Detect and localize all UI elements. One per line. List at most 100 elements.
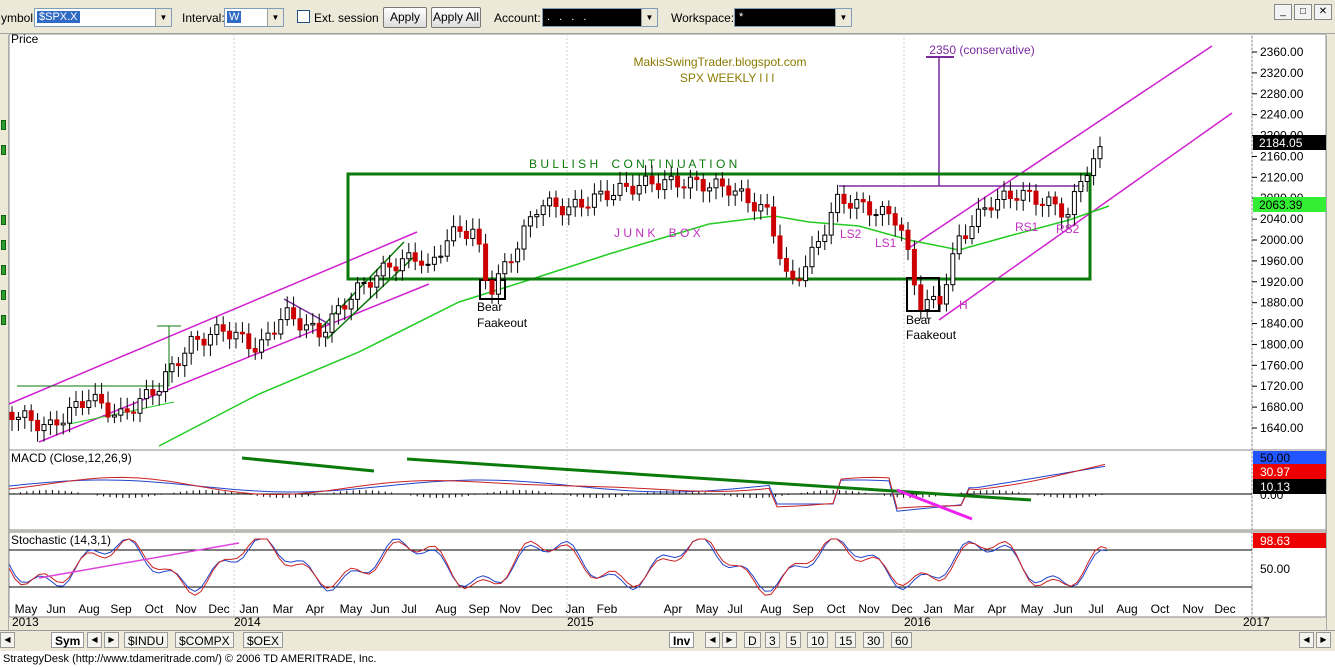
price-tick-label: 2000.00 <box>1260 233 1304 247</box>
candle-body <box>828 212 834 236</box>
close-icon[interactable]: ✕ <box>1314 4 1332 20</box>
candle-body <box>502 261 508 275</box>
month-label: Jun <box>1053 602 1072 616</box>
year-label: 2014 <box>234 615 261 629</box>
candle-body <box>137 398 143 414</box>
tab-compx[interactable]: $COMPX <box>175 632 234 648</box>
candle-body <box>687 176 693 189</box>
tool-marker-icon[interactable] <box>1 265 6 275</box>
period-3[interactable]: 3 <box>765 632 780 648</box>
month-label: Oct <box>1151 602 1170 616</box>
chevron-down-icon[interactable]: ▼ <box>155 9 171 26</box>
candle-body <box>713 178 719 189</box>
candle-body <box>815 241 821 248</box>
fakeout-box <box>906 277 940 312</box>
candle-body <box>188 335 194 354</box>
vertical-gridlines <box>233 34 1253 617</box>
right-scroll-strip[interactable] <box>1326 35 1335 631</box>
candle-body <box>867 201 873 216</box>
bear-fakeout-1-line2: Faakeout <box>477 316 528 330</box>
bear-fakeout-2-line2: Faakeout <box>906 328 957 342</box>
price-tick-label: 1840.00 <box>1260 317 1304 331</box>
apply-button[interactable]: Apply <box>383 7 427 28</box>
ma-price-badge <box>1253 197 1326 212</box>
candle-body <box>1014 198 1020 201</box>
candle-body <box>854 199 860 209</box>
period-60[interactable]: 60 <box>891 632 913 648</box>
price-tick-label: 1760.00 <box>1260 358 1304 372</box>
tool-marker-icon[interactable] <box>1 240 6 250</box>
candle-body <box>547 197 553 207</box>
candle-body <box>470 228 476 239</box>
candle-body <box>131 411 137 414</box>
ma-price-text: 2063.39 <box>1259 198 1303 212</box>
candle-body <box>860 199 866 203</box>
tool-marker-icon[interactable] <box>1 290 6 300</box>
period-30[interactable]: 30 <box>863 632 885 648</box>
price-tick-label: 1720.00 <box>1260 379 1304 393</box>
candle-body <box>175 363 181 367</box>
account-combo[interactable]: . . . . ▼ <box>542 8 658 27</box>
candle-body <box>489 279 495 295</box>
next-tab-icon[interactable]: ▶ <box>104 632 119 648</box>
candle-body <box>111 414 117 418</box>
maximize-icon[interactable]: □ <box>1294 4 1312 20</box>
candle-body <box>719 178 725 187</box>
prev-tab-icon[interactable]: ◀ <box>87 632 102 648</box>
candle-body <box>892 213 898 226</box>
minimize-icon[interactable]: _ <box>1274 4 1292 20</box>
target-text: 2350 (conservative) <box>929 43 1034 57</box>
candle-body <box>495 273 501 295</box>
workspace-combo[interactable]: * ▼ <box>734 8 852 27</box>
month-label: Nov <box>499 602 520 616</box>
candle-body <box>809 246 815 268</box>
status-bar: StrategyDesk (http://www.tdameritrade.co… <box>0 651 1335 667</box>
tool-marker-icon[interactable] <box>1 315 6 325</box>
toolbar: ymbol: $SPX.X ▼ Interval: W ▼ Ext. sessi… <box>0 0 1335 34</box>
tab-indu[interactable]: $INDU <box>124 632 169 648</box>
inv-tab[interactable]: Inv <box>669 632 695 648</box>
next-icon[interactable]: ▶ <box>722 632 737 648</box>
scroll-left-icon[interactable]: ◀ <box>1299 632 1314 648</box>
chevron-down-icon[interactable]: ▼ <box>267 9 283 26</box>
apply-all-button[interactable]: Apply All <box>431 7 481 28</box>
sym-tab[interactable]: Sym <box>51 632 85 648</box>
tool-marker-icon[interactable] <box>1 120 6 130</box>
candle-body <box>195 335 201 340</box>
month-label: Oct <box>827 602 846 616</box>
chart-area[interactable]: Price 2360.002320.002280.002240.002200.0… <box>8 32 1327 631</box>
candle-body <box>918 284 924 311</box>
chevron-down-icon[interactable]: ▼ <box>641 9 657 26</box>
symbol-combo[interactable]: $SPX.X ▼ <box>34 8 172 27</box>
candle-body <box>9 411 15 421</box>
month-label: Mar <box>273 602 294 616</box>
candle-body <box>47 419 53 426</box>
candle-body <box>521 225 527 250</box>
candle-body <box>278 319 284 335</box>
period-d[interactable]: D <box>744 632 761 648</box>
chevron-down-icon[interactable]: ▼ <box>835 9 851 26</box>
prev-icon[interactable]: ◀ <box>705 632 720 648</box>
month-label: Jan <box>923 602 942 616</box>
candle-body <box>35 419 41 432</box>
candle-body <box>988 207 994 211</box>
tool-marker-icon[interactable] <box>1 215 6 225</box>
month-label: Oct <box>145 602 164 616</box>
tab-oex[interactable]: $OEX <box>243 632 284 648</box>
period-10[interactable]: 10 <box>807 632 829 648</box>
period-15[interactable]: 15 <box>835 632 857 648</box>
ext-session-checkbox[interactable] <box>297 10 310 23</box>
period-5[interactable]: 5 <box>786 632 801 648</box>
candle-body <box>534 214 540 218</box>
scroll-right-icon[interactable]: ▶ <box>1316 632 1331 648</box>
price-tick-label: 1960.00 <box>1260 254 1304 268</box>
month-label: Aug <box>1116 602 1137 616</box>
interval-combo[interactable]: W ▼ <box>224 8 284 27</box>
month-label: Jan <box>565 602 584 616</box>
candle-body <box>1097 146 1103 160</box>
tool-marker-icon[interactable] <box>1 145 6 155</box>
scroll-left-icon[interactable]: ◀ <box>0 632 15 648</box>
chart-svg[interactable]: Price 2360.002320.002280.002240.002200.0… <box>8 32 1327 631</box>
candle-body <box>995 198 1001 211</box>
candle-body <box>387 262 393 268</box>
